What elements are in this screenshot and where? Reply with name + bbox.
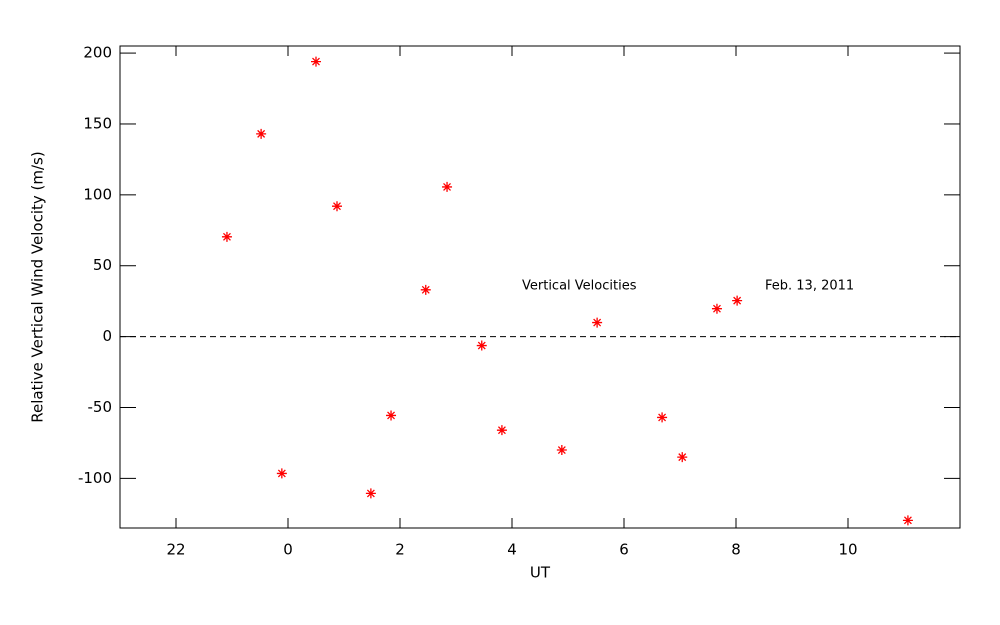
point	[442, 181, 453, 192]
point	[711, 303, 722, 314]
x-axis-label: UT	[530, 564, 551, 582]
point	[420, 284, 431, 295]
y-axis-label: Relative Vertical Wind Velocity (m/s)	[29, 151, 47, 422]
point	[677, 452, 688, 463]
point	[386, 410, 397, 421]
point	[221, 231, 232, 242]
y-tick-label: 200	[83, 44, 112, 62]
x-tick-label: 8	[731, 541, 741, 559]
x-tick-label: 4	[507, 541, 517, 559]
y-tick-label: -100	[78, 469, 112, 487]
annotation: Feb. 13, 2011	[765, 279, 854, 294]
point	[332, 201, 342, 212]
plot-frame	[119, 45, 961, 529]
x-tick-label: 0	[283, 541, 293, 559]
y-tick-label: 50	[93, 256, 112, 274]
annotation: Vertical Velocities	[522, 279, 637, 294]
point	[592, 317, 603, 328]
x-tick-label: 2	[395, 541, 405, 559]
point	[556, 445, 567, 456]
point	[311, 56, 321, 67]
point	[276, 468, 287, 479]
x-tick-label: 10	[838, 541, 857, 559]
x-tick-label: 6	[619, 541, 629, 559]
y-tick-label: 150	[83, 114, 112, 132]
point	[902, 515, 913, 526]
y-tick-label: 100	[83, 185, 112, 203]
y-tick-label: -50	[88, 398, 113, 416]
point	[365, 488, 376, 499]
point	[476, 340, 487, 351]
point	[256, 128, 267, 139]
point	[496, 425, 507, 436]
point	[657, 412, 668, 423]
x-tick-label: 22	[166, 541, 185, 559]
y-tick-label: 0	[102, 327, 112, 345]
point	[732, 295, 743, 306]
